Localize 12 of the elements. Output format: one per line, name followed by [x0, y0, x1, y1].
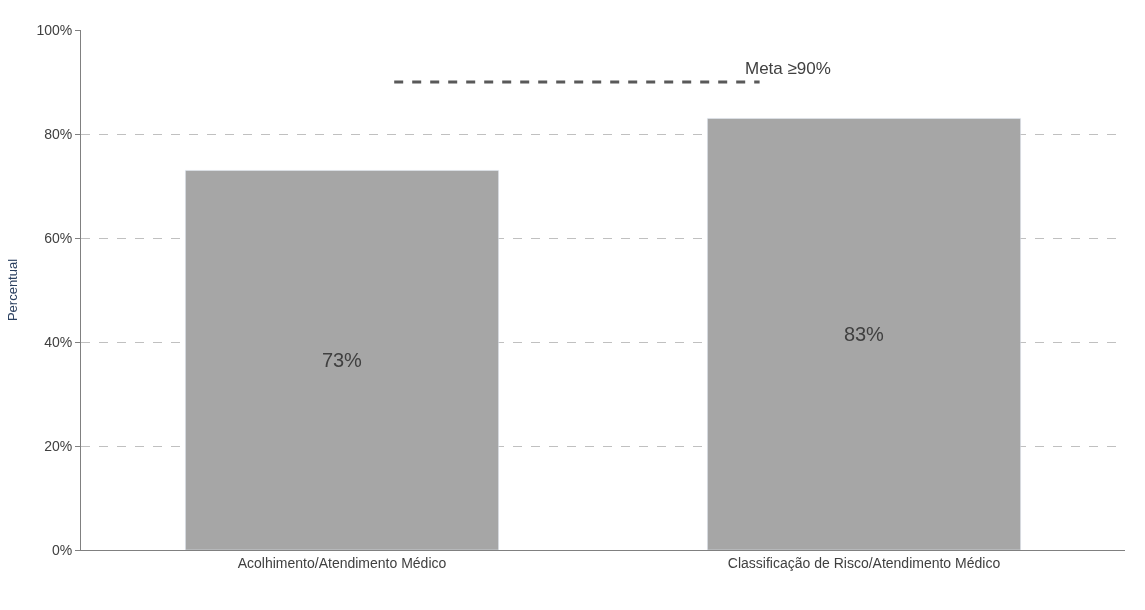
x-tick-label: Acolhimento/Atendimento Médico — [237, 554, 447, 571]
y-tick-label: 100% — [36, 21, 73, 38]
data-label: 73% — [321, 349, 363, 372]
data-label: 83% — [843, 323, 885, 346]
y-tick-label: 20% — [44, 437, 73, 454]
y-axis-title: Percentual — [5, 258, 21, 322]
y-tick-label: 80% — [44, 125, 73, 142]
y-tick-label: 0% — [51, 541, 73, 558]
x-tick-label: Classificação de Risco/Atendimento Médico — [727, 554, 1001, 571]
y-tick-label: 40% — [44, 333, 73, 350]
y-tick-label: 60% — [44, 229, 73, 246]
ref-line-label: Meta ≥90% — [745, 59, 831, 78]
